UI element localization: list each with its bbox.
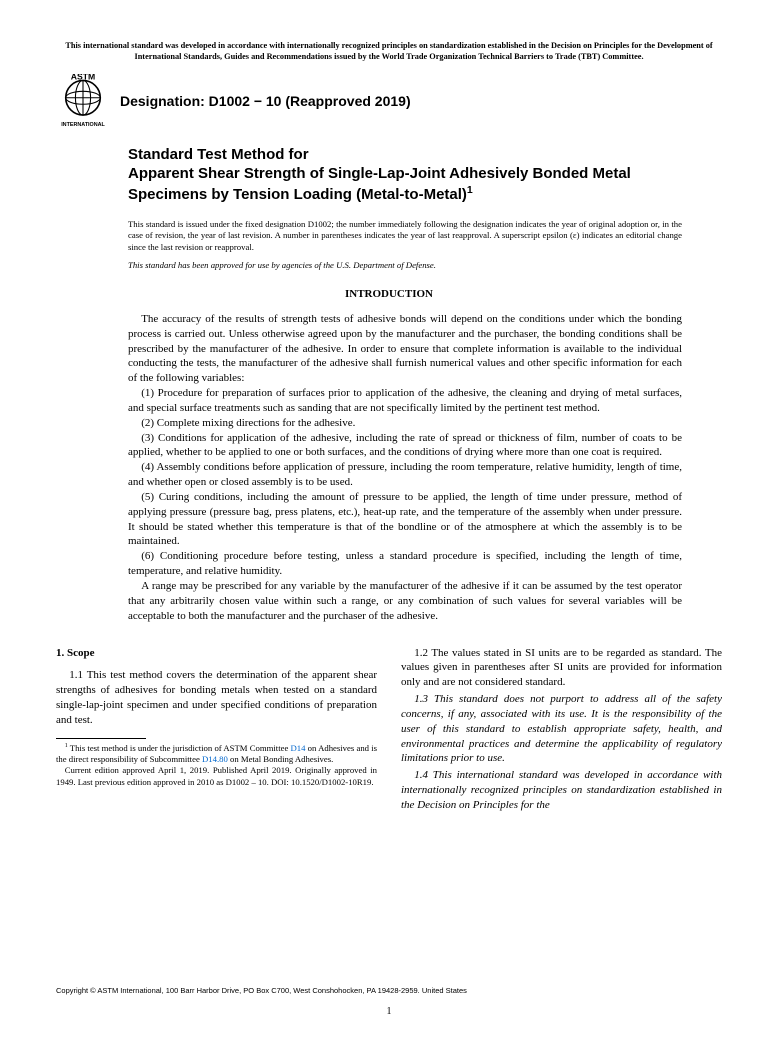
title-main: Apparent Shear Strength of Single-Lap-Jo… (128, 165, 702, 205)
scope-1-1: 1.1 This test method covers the determin… (56, 668, 377, 727)
intro-heading: INTRODUCTION (56, 288, 722, 300)
scope-1-2: 1.2 The values stated in SI units are to… (401, 646, 722, 691)
intro-p1: The accuracy of the results of strength … (128, 312, 682, 386)
intro-p3: (2) Complete mixing directions for the a… (128, 416, 682, 431)
left-column: 1. Scope 1.1 This test method covers the… (56, 646, 377, 815)
introduction: The accuracy of the results of strength … (128, 312, 682, 624)
title-prefix: Standard Test Method for (128, 146, 702, 165)
fn-c: on Metal Bonding Adhesives. (228, 754, 333, 764)
svg-text:ASTM: ASTM (71, 74, 95, 81)
intro-p8: A range may be prescribed for any variab… (128, 579, 682, 624)
footnote-1b: Current edition approved April 1, 2019. … (56, 765, 377, 788)
link-d1480[interactable]: D14.80 (202, 754, 228, 764)
right-column: 1.2 The values stated in SI units are to… (401, 646, 722, 815)
body-columns: 1. Scope 1.1 This test method covers the… (56, 646, 722, 815)
title-text: Apparent Shear Strength of Single-Lap-Jo… (128, 165, 631, 203)
intro-p6: (5) Curing conditions, including the amo… (128, 490, 682, 549)
document-page: This international standard was develope… (0, 0, 778, 1041)
scope-heading: 1. Scope (56, 646, 377, 661)
intro-p7: (6) Conditioning procedure before testin… (128, 549, 682, 579)
issuance-note: This standard is issued under the fixed … (128, 219, 682, 254)
title-sup: 1 (467, 184, 473, 196)
link-d14[interactable]: D14 (291, 743, 306, 753)
astm-logo: ASTM INTERNATIONAL (56, 74, 110, 128)
header-row: ASTM INTERNATIONAL Designation: D1002 − … (56, 74, 722, 128)
fn-a: This test method is under the jurisdicti… (68, 743, 291, 753)
svg-text:INTERNATIONAL: INTERNATIONAL (61, 122, 105, 128)
approved-note: This standard has been approved for use … (128, 260, 682, 270)
scope-1-4: 1.4 This international standard was deve… (401, 768, 722, 813)
top-notice: This international standard was develope… (56, 40, 722, 62)
intro-p2: (1) Procedure for preparation of surface… (128, 386, 682, 416)
intro-p4: (3) Conditions for application of the ad… (128, 431, 682, 461)
intro-p5: (4) Assembly conditions before applicati… (128, 460, 682, 490)
scope-1-3: 1.3 This standard does not purport to ad… (401, 692, 722, 766)
page-number: 1 (387, 1006, 392, 1017)
title-block: Standard Test Method for Apparent Shear … (128, 146, 702, 204)
designation: Designation: D1002 − 10 (Reapproved 2019… (120, 93, 411, 109)
copyright: Copyright © ASTM International, 100 Barr… (56, 986, 467, 995)
footnote-rule (56, 738, 146, 739)
footnote-1: 1 This test method is under the jurisdic… (56, 743, 377, 766)
